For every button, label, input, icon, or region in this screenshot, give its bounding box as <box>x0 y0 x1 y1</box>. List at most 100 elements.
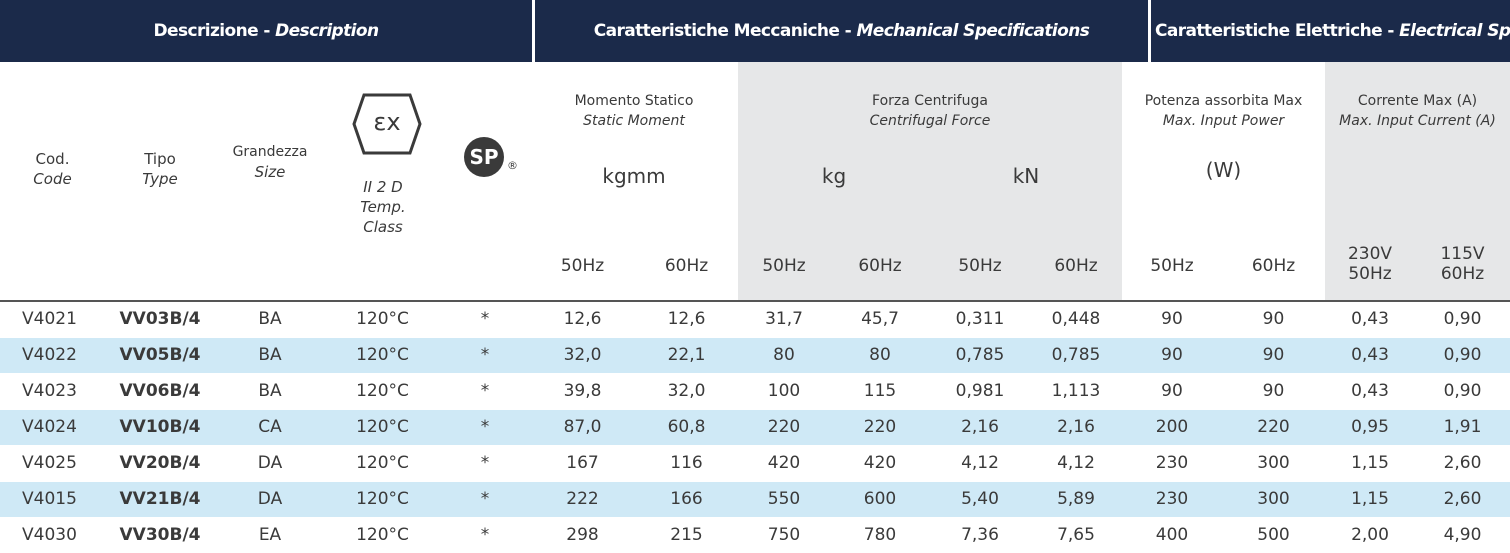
row-bg <box>0 410 1510 446</box>
col-label: Centrifugal Force <box>869 113 991 129</box>
cell: 220 <box>863 417 897 437</box>
row-bg <box>0 302 1510 338</box>
cell: 4,12 <box>961 453 999 473</box>
cell: V4015 <box>22 489 77 509</box>
cell: 0,311 <box>955 309 1005 329</box>
row-bg <box>0 374 1510 410</box>
freq: 60Hz <box>1054 256 1098 276</box>
cell: 550 <box>767 489 801 509</box>
col-label: Potenza assorbita Max <box>1144 93 1303 109</box>
cell: 120°C <box>356 381 409 401</box>
cell: VV10B/4 <box>119 417 201 437</box>
registered: ® <box>507 159 518 172</box>
cell: 230 <box>1155 453 1189 473</box>
cell: 32,0 <box>563 345 602 365</box>
unit: kg <box>821 164 847 188</box>
cell: 2,16 <box>961 417 999 437</box>
cell: BA <box>258 345 282 365</box>
cell: 90 <box>1262 309 1285 329</box>
group-en: Electrical Specifications <box>1399 21 1510 41</box>
cell: 0,90 <box>1443 381 1482 401</box>
freq: 50Hz <box>1348 264 1392 284</box>
cell: V4024 <box>22 417 77 437</box>
col-label: Cod. <box>35 150 70 168</box>
row-bg <box>0 338 1510 374</box>
cell: 600 <box>863 489 897 509</box>
col-label: Momento Statico <box>574 93 694 109</box>
cell: 12,6 <box>563 309 602 329</box>
gray-band <box>738 62 1122 302</box>
svg-text:SP: SP <box>469 145 498 169</box>
cell: 420 <box>767 453 801 473</box>
cell: 90 <box>1161 381 1183 401</box>
cell: 750 <box>767 525 801 545</box>
cell: 220 <box>1257 417 1290 437</box>
cell: 80 <box>869 345 891 365</box>
row-bg <box>0 482 1510 518</box>
cell: 0,43 <box>1351 381 1389 401</box>
cell: 120°C <box>356 525 409 545</box>
col-label: Type <box>142 170 178 188</box>
cell: 80 <box>773 345 795 365</box>
cell: 2,60 <box>1443 489 1482 509</box>
rule <box>0 300 1510 302</box>
cell: 166 <box>670 489 703 509</box>
cell: V4030 <box>22 525 77 545</box>
cell: 7,65 <box>1057 525 1095 545</box>
cell: 0,785 <box>955 345 1005 365</box>
row-bg <box>0 518 1510 553</box>
col-label: Static Moment <box>583 113 685 129</box>
cell: 4,12 <box>1057 453 1095 473</box>
cell: 5,40 <box>961 489 999 509</box>
cell: 222 <box>566 489 599 509</box>
freq: 115V <box>1440 244 1485 264</box>
group-it: Caratteristiche Meccaniche - <box>593 21 857 41</box>
cell: 0,43 <box>1351 309 1389 329</box>
cell: CA <box>258 417 282 437</box>
cell: 12,6 <box>667 309 706 329</box>
col-label: Forza Centrifuga <box>872 93 988 109</box>
cell: 32,0 <box>667 381 706 401</box>
cell: 200 <box>1155 417 1189 437</box>
group-header: Caratteristiche Elettriche - Electrical … <box>1151 0 1510 62</box>
cell: EA <box>258 525 282 545</box>
cell: VV05B/4 <box>119 345 201 365</box>
cell: 0,981 <box>955 381 1005 401</box>
group-en: Description <box>275 21 379 41</box>
cell: 2,60 <box>1443 453 1482 473</box>
cell: 1,15 <box>1351 489 1389 509</box>
cell: 4,90 <box>1443 525 1482 545</box>
cell: 45,7 <box>861 309 899 329</box>
cell: 90 <box>1262 345 1285 365</box>
cell: 22,1 <box>667 345 706 365</box>
cell: 1,15 <box>1351 453 1389 473</box>
cell: 120°C <box>356 417 409 437</box>
group-it: Descrizione - <box>153 21 276 41</box>
cell: 5,89 <box>1057 489 1095 509</box>
cell: 0,43 <box>1351 345 1389 365</box>
cell: 60,8 <box>667 417 706 437</box>
col-label: Tipo <box>144 150 176 168</box>
cell: V4021 <box>22 309 77 329</box>
cell: 90 <box>1161 345 1183 365</box>
ex-hexagon <box>352 93 422 155</box>
cell: VV03B/4 <box>119 309 201 329</box>
cell: 0,90 <box>1443 345 1482 365</box>
cell: 120°C <box>356 309 409 329</box>
group-en: Mechanical Specifications <box>856 21 1090 41</box>
ex-line: Class <box>363 218 403 236</box>
freq: 50Hz <box>560 256 605 276</box>
row-bg <box>0 446 1510 482</box>
cell: 298 <box>566 525 599 545</box>
cell: 230 <box>1155 489 1189 509</box>
col-label: Code <box>33 170 72 188</box>
cell: 0,448 <box>1051 309 1101 329</box>
cell: 120°C <box>356 489 409 509</box>
group-it: Caratteristiche Elettriche - <box>1155 21 1400 41</box>
cell: * <box>480 381 490 401</box>
unit: (W) <box>1205 158 1242 182</box>
freq: 60Hz <box>1251 256 1296 276</box>
cell: VV20B/4 <box>119 453 201 473</box>
group-header: Descrizione - Description <box>0 0 532 62</box>
